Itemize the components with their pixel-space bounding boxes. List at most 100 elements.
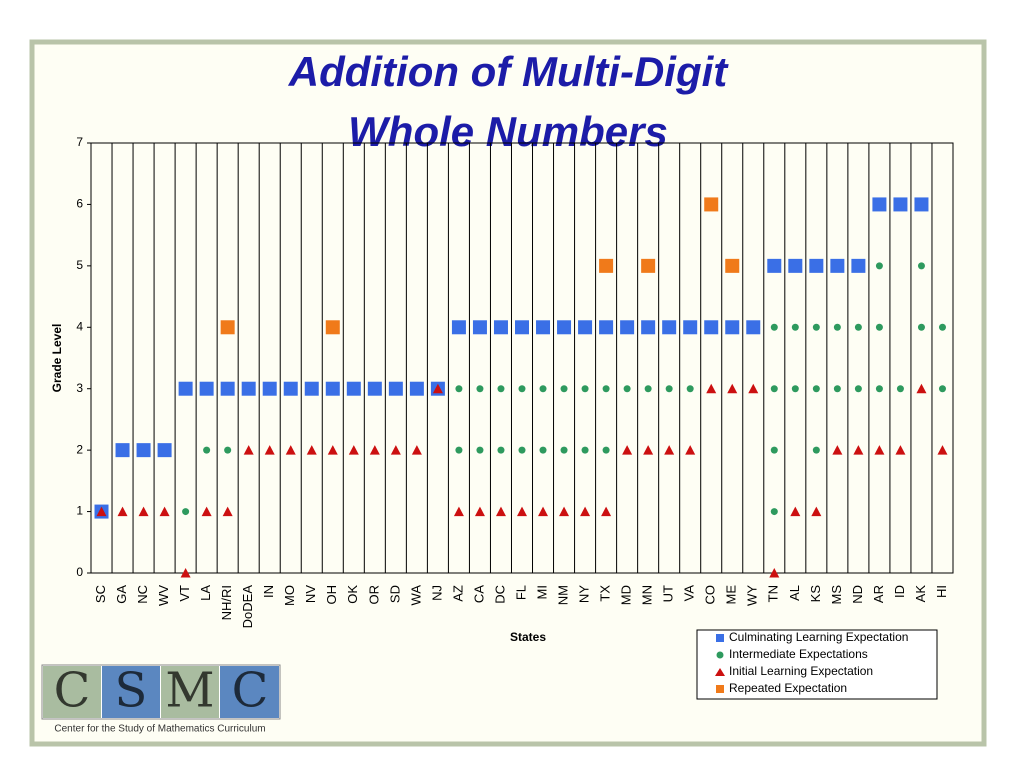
point [746,320,761,335]
y-tick-label: 2 [76,442,83,456]
point [622,445,633,455]
x-tick-label: MO [282,585,297,606]
point [706,383,717,394]
x-tick-label: NM [555,585,570,605]
point [937,445,948,455]
logo-box [102,666,160,718]
point [283,381,298,396]
x-tick-label: CO [703,585,718,605]
x-tick-label: FL [513,585,528,600]
point [536,320,551,335]
point [432,383,443,394]
point [832,445,843,455]
point [515,320,529,335]
point [581,385,589,393]
y-tick-label: 6 [76,197,83,211]
point [893,197,908,212]
y-tick-label: 1 [76,504,83,518]
x-tick-label: SD [387,585,402,603]
point [538,506,549,517]
point [560,385,568,393]
legend-label: Culminating Learning Expectation [729,630,908,644]
point [686,385,694,393]
legend-label: Intermediate Expectations [729,647,868,661]
point [704,320,719,335]
x-axis-title: States [510,630,546,644]
point [601,506,612,517]
point [182,508,190,516]
x-tick-label: WA [408,585,423,606]
point [770,323,778,331]
point [854,385,862,393]
point [853,445,864,455]
point [472,320,487,335]
x-tick-label: IN [261,585,276,598]
x-tick-label: MN [640,585,655,605]
point [518,446,526,454]
point [895,445,906,455]
point [872,197,887,212]
point [560,446,568,454]
x-tick-label: MI [534,585,549,599]
x-tick-label: NY [577,585,592,603]
x-tick-label: NH/RI [219,585,234,620]
x-tick-label: TX [598,585,613,602]
point [96,506,107,517]
legend-marker [716,634,724,642]
legend [696,629,938,700]
x-tick-label: DoDEA [240,585,255,629]
point [178,381,193,396]
point [809,258,824,273]
x-tick-label: OH [324,585,339,605]
x-tick-label: ND [850,585,865,604]
point [770,385,778,393]
logo-letter: C [232,663,269,719]
x-tick-label: OR [366,585,381,605]
point [285,445,296,455]
point [599,320,614,335]
point [157,443,172,458]
point [683,320,698,335]
point [938,385,946,393]
point [917,323,925,331]
point [664,445,675,455]
point [348,445,359,455]
point [517,506,527,517]
logo-caption: Center for the Study of Mathematics Curr… [54,724,265,735]
point [495,506,506,517]
point [830,258,845,273]
chart-title: Whole Numbers [348,108,668,155]
point [451,320,466,335]
x-tick-label: AZ [450,585,465,602]
point [388,381,403,396]
legend-marker [716,651,724,659]
x-tick-label: NC [135,585,150,604]
point [476,446,484,454]
y-tick-label: 5 [76,258,83,272]
point [493,320,508,335]
point [896,385,904,393]
point [222,506,233,517]
point [138,506,149,517]
x-tick-label: NJ [429,585,444,601]
x-tick-label: KS [808,585,823,603]
point [159,506,170,517]
point [641,320,656,335]
logo-letter: C [54,663,91,719]
point [474,506,485,517]
x-tick-label: MS [829,585,844,605]
point [916,383,927,394]
point [453,506,464,517]
logo-letter: M [165,663,214,719]
point [369,445,380,455]
point [115,443,130,458]
point [662,320,677,335]
point [306,445,317,455]
point [243,445,254,455]
point [136,443,151,458]
point [791,323,799,331]
point [875,385,883,393]
point [914,197,929,212]
